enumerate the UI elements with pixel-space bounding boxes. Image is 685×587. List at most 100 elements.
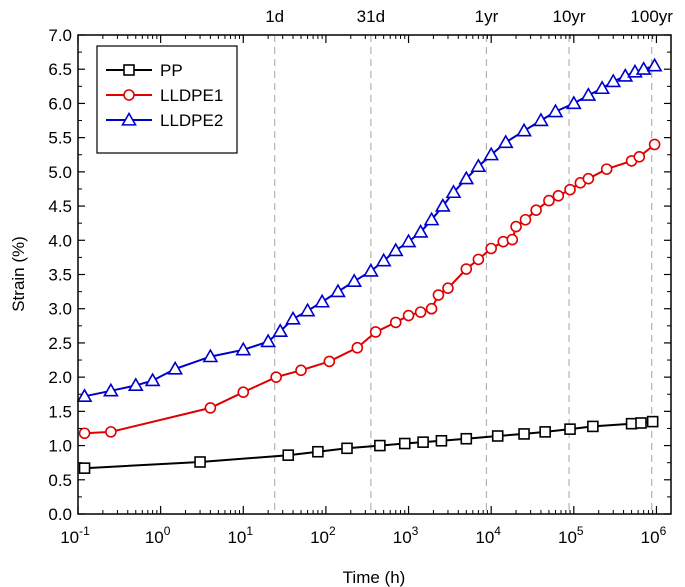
legend-marker xyxy=(123,89,135,101)
data-point xyxy=(314,293,331,308)
data-point xyxy=(369,326,382,338)
data-point xyxy=(425,302,438,315)
y-tick-label: 6.0 xyxy=(48,94,72,113)
data-point xyxy=(362,262,379,277)
x-tick-base: 10 xyxy=(475,528,494,547)
data-point xyxy=(144,372,161,387)
legend: PP LLDPE1 LLDPE2 xyxy=(96,45,238,154)
data-point xyxy=(389,316,402,329)
reference-line-label: 1d xyxy=(265,7,284,26)
y-tick-label: 4.0 xyxy=(48,231,72,250)
data-point xyxy=(194,456,206,468)
data-point xyxy=(497,134,514,149)
data-point xyxy=(400,233,417,248)
y-tick-label: 3.0 xyxy=(48,300,72,319)
data-point xyxy=(272,323,289,337)
x-tick-label: 102 xyxy=(310,524,336,547)
data-point xyxy=(485,242,497,255)
reference-line-label: 1yr xyxy=(475,7,499,26)
x-tick-base: 10 xyxy=(60,528,79,547)
data-point xyxy=(282,449,295,461)
data-point xyxy=(260,333,277,348)
x-tick-base: 10 xyxy=(641,528,660,547)
y-tick-label: 2.0 xyxy=(48,368,72,387)
y-axis-title: Strain (%) xyxy=(9,236,28,312)
data-point xyxy=(412,223,429,238)
series-pp xyxy=(78,415,659,474)
y-tick-label: 3.5 xyxy=(48,266,72,285)
data-point xyxy=(270,371,282,383)
data-point xyxy=(564,423,576,435)
x-tick-exponent: 1 xyxy=(246,524,253,538)
x-tick-exponent: 5 xyxy=(577,524,584,538)
series-layer xyxy=(76,57,663,474)
data-point xyxy=(402,309,415,322)
data-point xyxy=(605,73,622,88)
legend-label: LLDPE1 xyxy=(160,86,223,105)
legend-marker xyxy=(123,64,135,76)
data-point xyxy=(105,426,117,438)
data-point xyxy=(625,417,638,430)
data-point xyxy=(600,163,613,175)
data-point xyxy=(76,388,93,402)
x-tick-base: 10 xyxy=(393,528,412,547)
x-tick-exponent: 3 xyxy=(412,524,419,538)
x-axis: 10-1 100 101 102 103 104 105 106 xyxy=(60,35,667,547)
legend-marker xyxy=(121,111,137,126)
data-point xyxy=(460,432,473,445)
reference-line-label: 10yr xyxy=(553,7,586,26)
data-point xyxy=(587,420,599,433)
series-lldpe2 xyxy=(76,57,663,402)
data-point xyxy=(330,283,346,298)
data-point xyxy=(510,220,522,233)
data-point xyxy=(564,183,576,196)
y-tick-label: 4.5 xyxy=(48,197,72,216)
data-point xyxy=(204,402,217,414)
x-tick-base: 10 xyxy=(227,528,246,547)
x-tick-base: 10 xyxy=(145,528,164,547)
data-point xyxy=(565,95,582,110)
data-point xyxy=(506,233,519,246)
data-point xyxy=(648,138,661,151)
y-tick-label: 1.5 xyxy=(48,402,72,421)
data-point xyxy=(346,273,363,288)
y-tick-label: 6.5 xyxy=(48,60,72,79)
data-point xyxy=(582,172,595,185)
data-point xyxy=(483,146,500,161)
x-axis-title: Time (h) xyxy=(343,568,406,587)
data-point xyxy=(235,341,252,356)
data-point xyxy=(530,204,542,216)
data-point xyxy=(432,289,445,301)
x-tick-label: 101 xyxy=(227,524,253,547)
data-point xyxy=(285,310,301,325)
reference-line-label: 100yr xyxy=(630,7,673,26)
data-point xyxy=(78,427,91,440)
reference-line-label: 31d xyxy=(357,7,385,26)
data-point xyxy=(635,417,647,429)
y-axis: 0.0 0.5 1.0 1.5 2.0 2.5 3.0 3.5 4.0 4.5 5.0 5.5 6.0 6… xyxy=(48,26,671,524)
y-tick-label: 0.5 xyxy=(48,471,72,490)
data-point xyxy=(518,428,530,440)
data-point xyxy=(295,364,307,377)
legend-label: PP xyxy=(160,61,183,80)
data-point xyxy=(103,382,119,397)
y-tick-label: 0.0 xyxy=(48,505,72,524)
series-lldpe1 xyxy=(78,138,661,440)
x-tick-label: 104 xyxy=(475,524,501,547)
data-point xyxy=(458,170,475,185)
data-point xyxy=(445,184,462,199)
data-point xyxy=(414,306,427,318)
data-point xyxy=(387,242,404,257)
data-point xyxy=(516,122,532,137)
data-point xyxy=(202,348,219,363)
data-point xyxy=(434,197,451,212)
data-point xyxy=(323,355,336,368)
data-point xyxy=(299,302,316,317)
data-point xyxy=(539,426,551,438)
x-tick-exponent: 4 xyxy=(494,524,501,538)
data-point xyxy=(543,194,555,207)
x-tick-label: 103 xyxy=(393,524,419,547)
y-tick-label: 5.0 xyxy=(48,163,72,182)
data-point xyxy=(491,430,504,442)
